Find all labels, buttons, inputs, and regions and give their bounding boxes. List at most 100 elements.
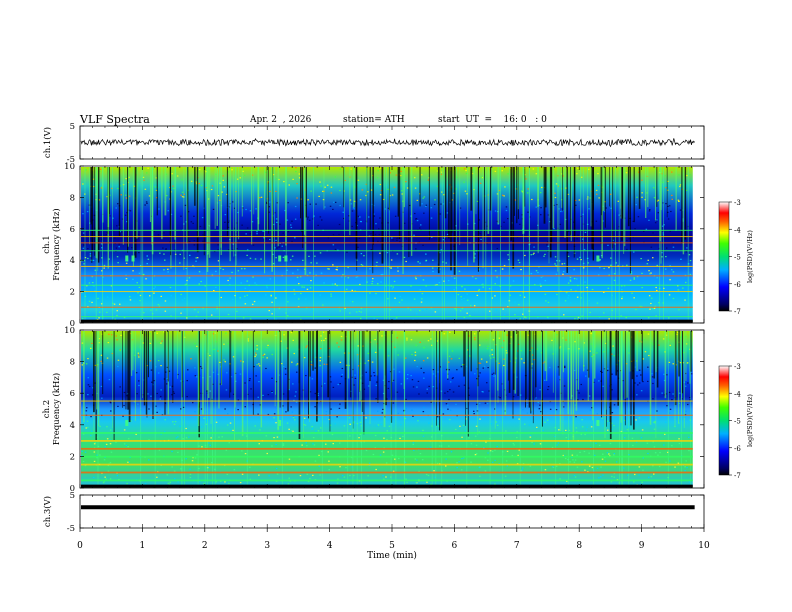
ch1-spectrogram-speckle bbox=[443, 194, 445, 196]
ch1-spectrogram-sferic bbox=[253, 167, 255, 215]
ch1-spectrogram-speckle bbox=[128, 176, 130, 178]
ch1-spectrogram-speckle bbox=[460, 296, 462, 298]
ch2-spectrogram-speckle bbox=[601, 458, 604, 460]
ch1-spectrogram-speckle bbox=[282, 256, 285, 258]
ch1-spectrogram-speckle bbox=[146, 263, 148, 265]
ch2-spectrogram-speckle bbox=[590, 332, 592, 335]
ch2-spectrogram-speckle bbox=[217, 373, 219, 375]
ch1-spectrogram-speckle bbox=[580, 297, 582, 299]
ch2-spectrogram-speckle bbox=[528, 424, 531, 426]
ch1-spectrogram-speckle bbox=[643, 230, 645, 232]
ch1-spectrogram-speckle bbox=[584, 281, 586, 283]
ch2-spectrogram-speckle bbox=[449, 409, 452, 411]
ch1-spectrogram-speckle bbox=[228, 220, 231, 222]
ch2-spectrogram-speckle bbox=[531, 441, 533, 443]
ch2-spectrogram-speckle bbox=[439, 366, 442, 368]
ch1-spectrogram-sferic bbox=[666, 167, 668, 218]
ch2-spectrogram-speckle bbox=[353, 474, 355, 477]
ch1-spectrogram-speckle bbox=[588, 314, 591, 316]
ch2-spectrogram-speckle bbox=[328, 418, 331, 421]
ch1-spectrogram-sferic bbox=[470, 167, 473, 211]
ch2-spectrogram-full-sferic bbox=[628, 331, 630, 487]
ch1-spectrogram-speckle bbox=[554, 192, 556, 194]
ch1-spectrogram-speckle bbox=[502, 194, 504, 196]
ch1-spectrogram-sferic bbox=[591, 167, 594, 249]
ch1-spectrogram-speckle bbox=[648, 270, 650, 272]
ch1-spectrogram-speckle bbox=[351, 301, 354, 303]
ch1-spectrogram-speckle bbox=[199, 225, 202, 228]
ch2-spectrogram-speckle bbox=[374, 434, 377, 437]
ch2-spectrogram-sferic bbox=[142, 331, 143, 399]
ch1-spectrogram-speckle bbox=[514, 199, 516, 201]
ch2-spectrogram-speckle bbox=[160, 389, 162, 391]
ch2-spectrogram-speckle bbox=[151, 381, 153, 383]
ch1-spectrogram-speckle bbox=[287, 301, 289, 303]
ch2-spectrogram-speckle bbox=[383, 478, 385, 480]
ch2-spectrogram-speckle bbox=[330, 381, 332, 383]
ch2-spectrogram-speckle bbox=[156, 332, 158, 334]
ch2-spectrogram-speckle bbox=[404, 461, 407, 464]
ch2-spectrogram-speckle bbox=[405, 357, 407, 359]
ch1-spectrogram-speckle bbox=[139, 294, 142, 297]
ch1-spectrogram-colorbar-tick-label: -6 bbox=[734, 281, 741, 289]
ch1-spectrogram-speckle bbox=[578, 199, 581, 201]
ch1-spectrogram-ytick-label: 4 bbox=[70, 256, 75, 266]
ch1-spectrogram-speckle bbox=[436, 170, 439, 172]
ch2-spectrogram-speckle bbox=[551, 466, 554, 468]
ch1-spectrogram-speckle bbox=[597, 274, 600, 276]
ch1-spectrogram-speckle bbox=[180, 312, 182, 314]
ch1-spectrogram-sferic bbox=[604, 167, 606, 228]
ch2-spectrogram-speckle bbox=[642, 381, 644, 383]
ch2-spectrogram-speckle bbox=[613, 404, 616, 406]
x-axis-tick-label: 5 bbox=[389, 541, 395, 551]
ch2-spectrogram-speckle bbox=[641, 429, 644, 431]
ch2-spectrogram-speckle bbox=[131, 339, 134, 341]
ch1-spectrogram-speckle bbox=[555, 183, 558, 185]
ch1-spectrogram-sferic bbox=[198, 167, 199, 237]
ch1-spectrogram-speckle bbox=[220, 289, 222, 291]
ch1-spectrogram-speckle bbox=[286, 219, 289, 221]
ch2-spectrogram-speckle bbox=[652, 465, 654, 467]
ch1-spectrogram-speckle bbox=[405, 238, 408, 240]
ch1-spectrogram-sferic bbox=[564, 167, 566, 238]
ch2-spectrogram-speckle bbox=[157, 372, 160, 374]
ch2-spectrogram-speckle bbox=[578, 392, 580, 394]
ch1-spectrogram-speckle bbox=[414, 177, 416, 179]
ch2-spectrogram-speckle bbox=[133, 401, 136, 403]
ch1-spectrogram-full-sferic bbox=[344, 167, 345, 322]
ch1-spectrogram-sferic bbox=[561, 167, 563, 208]
ch1-spectrogram-sferic bbox=[612, 167, 614, 249]
ch2-spectrogram-dc-band bbox=[81, 484, 693, 488]
ch2-spectrogram-speckle bbox=[271, 377, 273, 379]
ch2-spectrogram-speckle bbox=[524, 423, 526, 425]
ch1-spectrogram-speckle bbox=[300, 318, 302, 320]
ch2-spectrogram-speckle bbox=[491, 373, 494, 375]
ch2-spectrogram-speckle bbox=[688, 481, 691, 483]
ch1-spectrogram-speckle bbox=[179, 253, 181, 255]
ch2-spectrogram-speckle bbox=[555, 409, 558, 411]
ch1-spectrogram-sferic bbox=[609, 167, 610, 207]
ch1-spectrogram-speckle bbox=[568, 230, 570, 232]
ch2-spectrogram-speckle bbox=[324, 337, 327, 340]
ch1-spectrogram-speckle bbox=[596, 302, 599, 304]
ch1-spectrogram-speckle bbox=[184, 309, 186, 312]
ch1-spectrogram-speckle bbox=[416, 199, 419, 201]
ch1-spectrogram-full-sferic bbox=[384, 167, 386, 322]
ch1-spectrogram-speckle bbox=[251, 221, 254, 223]
ch1-spectrogram-speckle bbox=[588, 300, 590, 302]
ch1-spectrogram-speckle bbox=[595, 220, 598, 222]
ch1-spectrogram-full-sferic bbox=[663, 167, 664, 322]
ch1-spectrogram-speckle bbox=[378, 233, 380, 236]
ch2-spectrogram-band-line bbox=[81, 432, 693, 434]
ch2-spectrogram-sferic bbox=[143, 331, 146, 406]
ch2-spectrogram-speckle bbox=[494, 408, 496, 410]
ch2-spectrogram-speckle bbox=[266, 347, 268, 349]
ch2-spectrogram-speckle bbox=[354, 377, 357, 379]
ch1-spectrogram-speckle bbox=[359, 216, 361, 218]
ch2-spectrogram-speckle bbox=[209, 444, 211, 447]
ch1-spectrogram-speckle bbox=[679, 184, 682, 186]
ch1-spectrogram-speckle bbox=[163, 269, 165, 271]
ch1-spectrogram-speckle bbox=[425, 204, 428, 206]
ch2-spectrogram-speckle bbox=[328, 460, 330, 462]
ch2-spectrogram-speckle bbox=[359, 421, 362, 423]
